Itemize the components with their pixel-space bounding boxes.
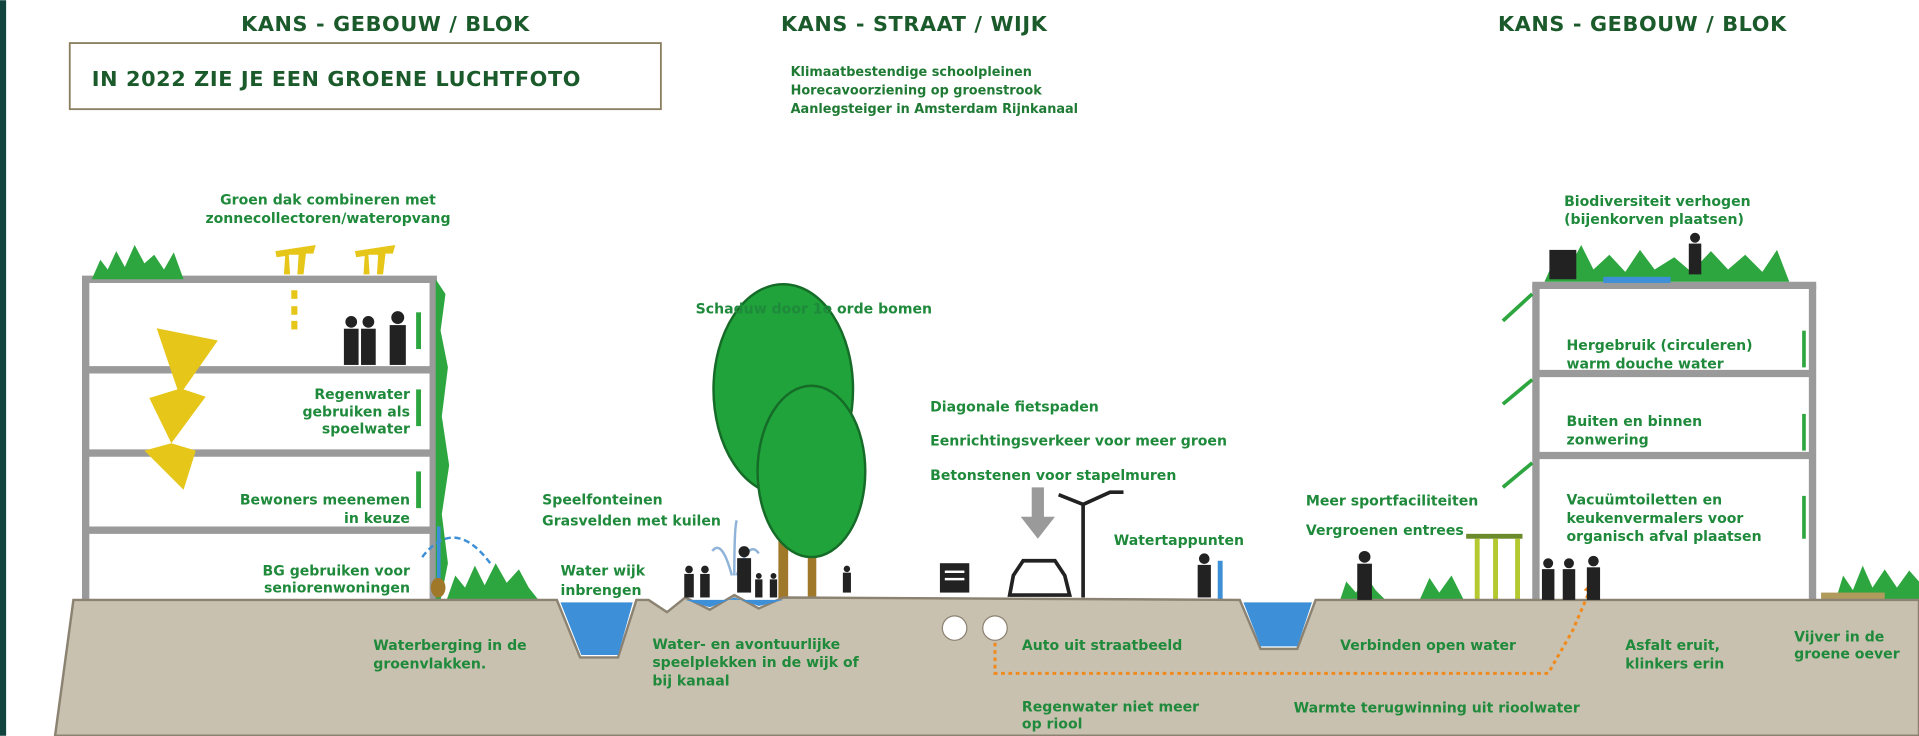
storage-label: groenvlakken. <box>373 656 486 672</box>
person-body <box>1587 567 1600 600</box>
person-head <box>701 566 709 574</box>
paving-label: klinkers erin <box>1625 656 1724 672</box>
sewer-label: Regenwater niet meer <box>1022 699 1199 715</box>
left-roof-label: Groen dak combineren met <box>220 193 436 209</box>
left-ground-label: seniorenwoningen <box>264 581 410 597</box>
toilets-label: organisch afval plaatsen <box>1567 529 1762 545</box>
left-rainwater-label: spoelwater <box>322 421 410 437</box>
section-header: KANS - GEBOUW / BLOK <box>1498 12 1787 36</box>
pipe <box>983 616 1007 640</box>
person-body <box>1563 569 1575 600</box>
street-goal: Klimaatbestendige schoolpleinen <box>791 65 1032 80</box>
person-body <box>843 573 851 593</box>
sewer-label: op riool <box>1022 716 1083 732</box>
sport-label: Vergroenen entrees <box>1306 523 1464 539</box>
left-residents-label: in keuze <box>344 511 410 527</box>
left-border <box>0 0 6 736</box>
person-head <box>756 573 762 579</box>
person-head <box>345 316 357 328</box>
water-label: Water wijk <box>561 563 646 579</box>
play-label: Grasvelden met kuilen <box>542 513 721 529</box>
traffic-label: Diagonale fietspaden <box>930 399 1099 415</box>
paving-label: Asfalt eruit, <box>1625 638 1720 654</box>
person-head <box>1690 233 1700 243</box>
biodiversity-label: (bijenkorven plaatsen) <box>1564 212 1744 228</box>
heat-label: Warmte terugwinning uit rioolwater <box>1294 701 1580 717</box>
section-header: KANS - GEBOUW / BLOK <box>241 12 530 36</box>
page: KANS - GEBOUW / BLOK KANS - STRAAT / WIJK… <box>0 0 1919 736</box>
person-body <box>1198 565 1211 598</box>
biodiversity-label: Biodiversiteit verhogen <box>1564 194 1751 210</box>
taps-label: Watertappunten <box>1114 533 1244 549</box>
person-head <box>391 311 404 324</box>
person-body <box>684 574 694 598</box>
person-head <box>363 316 375 328</box>
left-rainwater-label: Regenwater <box>314 387 410 403</box>
person-body <box>755 579 762 597</box>
pond-label: groene oever <box>1794 647 1900 663</box>
roof-water <box>1603 277 1670 283</box>
banner: IN 2022 ZIE JE EEN GROENE LUCHTFOTO <box>92 67 581 91</box>
street-goal: Aanlegsteiger in Amsterdam Rijnkanaal <box>791 102 1078 117</box>
open-water-label: Verbinden open water <box>1340 638 1516 654</box>
sport-label: Meer sportfaciliteiten <box>1306 494 1478 510</box>
scene: KANS - GEBOUW / BLOK KANS - STRAAT / WIJK… <box>0 0 1919 736</box>
shading-label: Buiten en binnen <box>1567 414 1703 430</box>
left-roof-label: zonnecollectoren/wateropvang <box>205 211 450 227</box>
section-header: KANS - STRAAT / WIJK <box>781 12 1048 36</box>
person-body <box>1357 564 1372 600</box>
playgrounds-label: speelplekken in de wijk of <box>652 655 859 671</box>
cars-label: Auto uit straatbeeld <box>1022 638 1182 654</box>
pipe <box>942 616 966 640</box>
person-body <box>1689 244 1701 275</box>
street-goal: Horecavoorziening op groenstrook <box>791 83 1043 98</box>
beehive <box>1549 250 1576 279</box>
person-body <box>361 329 376 365</box>
left-residents-label: Bewoners meenemen <box>240 492 410 508</box>
person-head <box>1564 558 1574 568</box>
person-body <box>344 329 359 365</box>
playgrounds-label: bij kanaal <box>652 674 729 690</box>
person-body <box>770 579 777 597</box>
person-head <box>739 546 750 557</box>
person-body <box>737 558 751 592</box>
person-body <box>700 574 710 598</box>
shading-label: zonwering <box>1567 432 1649 448</box>
left-rainwater-label: gebruiken als <box>302 404 410 420</box>
traffic-label: Betonstenen voor stapelmuren <box>930 468 1176 484</box>
rain-barrel <box>431 578 446 598</box>
person-head <box>1588 556 1599 567</box>
water-label: inbrengen <box>561 583 642 599</box>
person-head <box>1359 551 1371 563</box>
trees-label: Schaduw door 1e orde bomen <box>696 302 932 318</box>
person-body <box>1542 569 1554 600</box>
reuse-label: warm douche water <box>1567 357 1724 373</box>
toilets-label: Vacuümtoiletten en <box>1567 492 1723 508</box>
playgrounds-label: Water- en avontuurlijke <box>652 637 840 653</box>
left-ground-label: BG gebruiken voor <box>263 563 411 579</box>
pond-label: Vijver in de <box>1794 630 1884 646</box>
person-head <box>1199 553 1210 564</box>
play-label: Speelfonteinen <box>542 492 663 508</box>
storage-label: Waterberging in de <box>373 638 526 654</box>
person-head <box>1543 558 1553 568</box>
person-head <box>771 573 777 579</box>
person-head <box>844 566 850 572</box>
reuse-label: Hergebruik (circuleren) <box>1567 338 1753 354</box>
toilets-label: keukenvermalers voor <box>1567 511 1744 527</box>
person-body <box>390 325 406 365</box>
traffic-label: Eenrichtingsverkeer voor meer groen <box>930 434 1227 450</box>
person-head <box>685 566 693 574</box>
